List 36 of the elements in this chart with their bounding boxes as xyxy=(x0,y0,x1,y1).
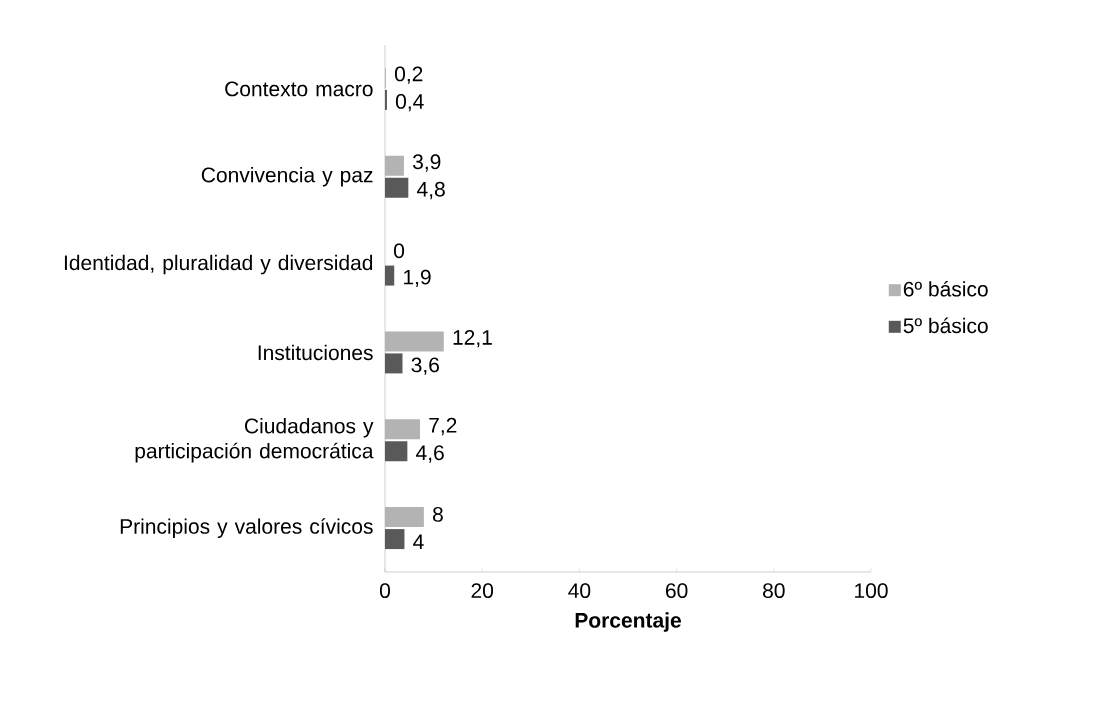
y-tick-label: Principios y valores cívicos xyxy=(120,518,373,538)
bar xyxy=(385,441,408,462)
data-label: 0,4 xyxy=(395,93,424,112)
bar xyxy=(385,155,404,176)
y-tick-label: Contexto macro xyxy=(225,81,373,97)
data-label: 3,6 xyxy=(411,357,439,375)
data-label: 0,2 xyxy=(394,66,423,84)
x-tick-label: 60 xyxy=(665,583,688,599)
x-tick-label: 40 xyxy=(568,583,591,599)
legend-label: 5º básico xyxy=(903,317,988,334)
bar xyxy=(385,331,444,352)
bar xyxy=(385,265,395,286)
bar xyxy=(385,177,409,198)
y-tick-label: Instituciones xyxy=(258,344,373,361)
data-label: 4 xyxy=(413,534,424,550)
bar xyxy=(385,419,420,440)
legend-label: 6º básico xyxy=(903,280,988,297)
y-tick-label: Ciudadanos y participación democrática xyxy=(135,417,374,463)
x-tick-label: 80 xyxy=(763,583,785,599)
data-label: 4,8 xyxy=(417,181,445,200)
x-tick-label: 100 xyxy=(855,583,888,599)
data-label: 8 xyxy=(432,506,443,522)
data-label: 4,6 xyxy=(416,445,444,463)
data-label: 3,9 xyxy=(412,154,441,172)
y-tick-label: Identidad, pluralidad y diversidad xyxy=(64,254,373,275)
data-label: 0 xyxy=(394,243,405,259)
data-label: 12,1 xyxy=(453,329,492,348)
data-label: 1,9 xyxy=(404,269,431,287)
x-tick-label: 20 xyxy=(471,583,494,599)
x-tick-label: 0 xyxy=(379,583,391,599)
bar xyxy=(385,353,403,374)
y-tick-label: Convivencia y paz xyxy=(201,166,373,187)
bar xyxy=(385,507,424,528)
data-label: 7,2 xyxy=(429,417,457,436)
bar xyxy=(385,529,405,550)
x-axis-title: Porcentaje xyxy=(575,612,681,632)
